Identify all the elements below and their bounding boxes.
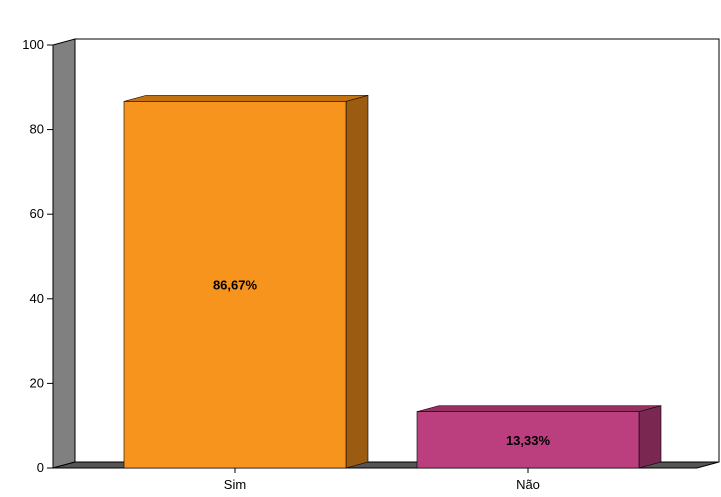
bar-front (416, 411, 640, 469)
bar (416, 405, 662, 469)
y-tick-label: 40 (30, 291, 44, 306)
left-wall (52, 38, 76, 469)
y-tick-label: 100 (22, 37, 44, 52)
y-tick-label: 80 (30, 122, 44, 137)
bar-front (123, 101, 347, 469)
bar-side (345, 94, 369, 469)
bars (123, 94, 662, 469)
y-tick-label: 60 (30, 206, 44, 221)
y-tick-label: 0 (37, 460, 44, 475)
category-label: Sim (224, 477, 246, 492)
y-tick-label: 20 (30, 375, 44, 390)
bar-top (416, 405, 662, 412)
labels: 0 20 40 60 80 100 86,67% Sim 13,33% Não (22, 37, 550, 492)
data-label: 86,67% (213, 278, 258, 293)
category-label: Não (516, 477, 540, 492)
bar-side (638, 405, 662, 469)
bar-top (123, 95, 369, 102)
data-label: 13,33% (506, 433, 551, 448)
bar (123, 94, 369, 469)
